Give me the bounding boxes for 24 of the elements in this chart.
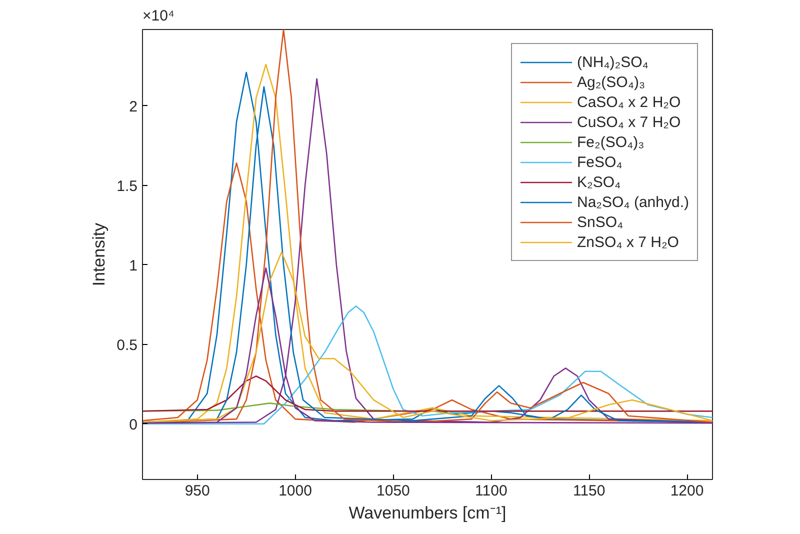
y-tick-label: 1.5 [116,178,138,195]
x-tick-label: 1100 [475,482,508,500]
legend-label: FeSO₄ [577,152,622,172]
x-tick-label: 1150 [572,482,606,500]
legend-label: Na₂SO₄ (anhyd.) [577,192,689,212]
legend-label: (NH₄)₂SO₄ [577,52,648,72]
legend-label: Ag₂(SO₄)₃ [577,72,646,92]
legend-label: SnSO₄ [577,212,624,232]
legend-label: K₂SO₄ [577,172,621,192]
legend-label: Fe₂(SO₄)₃ [577,132,644,152]
legend-label: CaSO₄ x 2 H₂O [577,92,681,112]
legend-label: CuSO₄ x 7 H₂O [577,112,681,132]
y-tick-label: 2 [129,98,138,116]
x-tick-label: 950 [184,482,210,500]
legend-label: ZnSO₄ x 7 H₂O [577,232,679,252]
y-tick-label: 0 [129,416,138,434]
text: ×10⁴ [142,8,174,24]
x-tick-label: 1050 [376,482,410,500]
x-tick-label: 1000 [278,482,312,500]
y-tick-label: 0.5 [116,336,138,354]
y-axis-title: Intensity [90,222,109,286]
y-tick-label: 1 [129,257,138,274]
x-tick-label: 1200 [670,482,704,500]
x-axis-title: Wavenumbers [cm⁻¹] [348,504,506,522]
